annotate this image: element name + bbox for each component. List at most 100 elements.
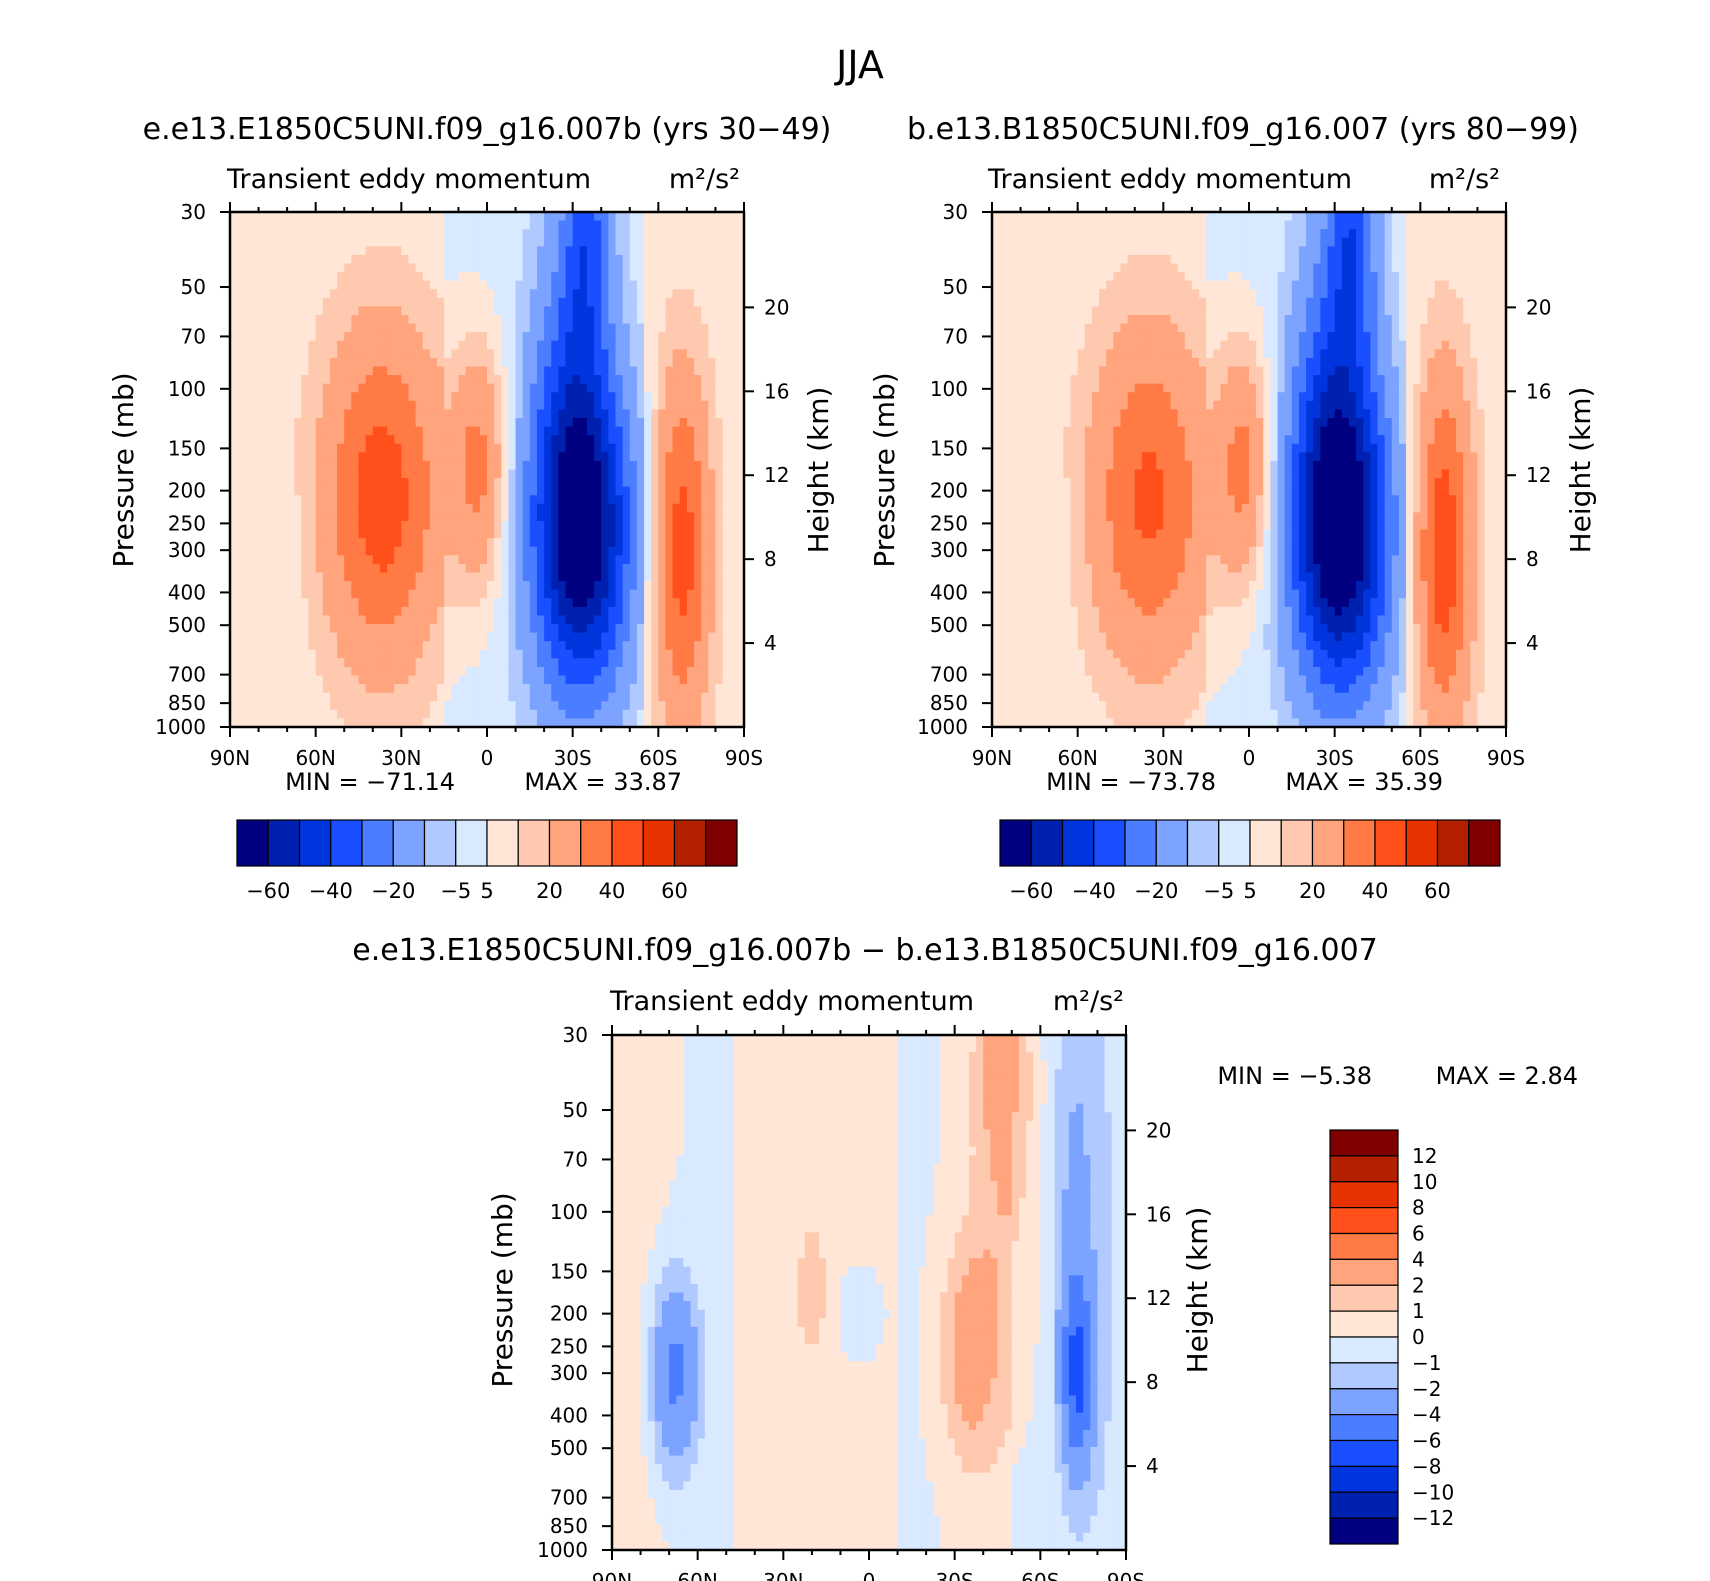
contour-cell — [629, 624, 638, 634]
contour-cell — [601, 606, 609, 617]
contour-cell — [344, 632, 352, 642]
contour-cell — [472, 332, 481, 342]
contour-cell — [651, 615, 659, 625]
contour-cell — [601, 555, 609, 565]
contour-cell — [265, 246, 274, 256]
contour-cell — [265, 701, 274, 711]
contour-cell — [715, 658, 724, 668]
contour-cell — [729, 615, 738, 625]
contour-cell — [1327, 246, 1336, 256]
contour-cell — [644, 246, 652, 256]
contour-cell — [251, 426, 260, 436]
contour-cell — [279, 340, 288, 350]
contour-cell — [679, 692, 688, 702]
contour-cell — [665, 512, 674, 522]
contour-cell — [636, 521, 645, 531]
contour-cell — [394, 349, 402, 359]
contour-cell — [636, 555, 645, 565]
contour-cell — [729, 546, 738, 556]
contour-cell — [401, 332, 410, 342]
contour-cell — [344, 572, 352, 582]
contour-cell — [644, 357, 652, 368]
contour-cell — [344, 426, 352, 436]
contour-cell — [729, 581, 738, 591]
contour-cell — [679, 478, 688, 488]
contour-cell — [515, 598, 524, 608]
contour-cell — [458, 306, 467, 316]
contour-cell — [365, 529, 374, 539]
contour-cell — [344, 340, 352, 350]
contour-cell — [329, 701, 338, 711]
contour-cell — [279, 512, 288, 522]
panel-2-units: m²/s² — [1429, 164, 1500, 195]
contour-cell — [515, 229, 524, 239]
contour-cell — [686, 452, 695, 462]
contour-cell — [308, 246, 317, 256]
contour-cell — [629, 392, 638, 402]
contour-cell — [708, 452, 717, 462]
contour-cell — [272, 701, 281, 711]
contour-cell — [515, 701, 524, 711]
contour-cell — [394, 392, 402, 402]
contour-cell — [1277, 212, 1286, 222]
contour-cell — [472, 555, 481, 565]
contour-cell — [337, 718, 345, 728]
contour-cell — [679, 598, 688, 608]
contour-cell — [344, 555, 352, 565]
contour-cell — [465, 375, 474, 385]
contour-cell — [686, 263, 695, 273]
contour-cell — [344, 306, 352, 316]
contour-cell — [444, 460, 452, 471]
contour-cell — [1106, 254, 1114, 265]
contour-cell — [722, 486, 731, 496]
contour-cell — [465, 272, 474, 282]
contour-cell — [999, 246, 1007, 256]
contour-cell — [701, 718, 709, 728]
contour-cell — [329, 692, 338, 702]
contour-cell — [565, 658, 574, 668]
contour-cell — [694, 315, 702, 325]
contour-cell — [1291, 212, 1300, 222]
contour-cell — [365, 469, 374, 479]
contour-cell — [622, 709, 631, 720]
contour-cell — [544, 443, 552, 453]
contour-cell — [565, 418, 574, 428]
contour-cell — [301, 357, 310, 368]
contour-cell — [658, 357, 667, 368]
contour-cell — [515, 718, 524, 728]
contour-cell — [722, 280, 731, 290]
contour-cell — [579, 340, 588, 350]
contour-cell — [379, 254, 388, 265]
contour-cell — [408, 615, 417, 625]
contour-cell — [465, 452, 474, 462]
contour-cell — [601, 297, 609, 308]
contour-cell — [622, 469, 631, 479]
contour-cell — [636, 538, 645, 548]
contour-cell — [230, 478, 238, 488]
contour-cell — [729, 478, 738, 488]
contour-cell — [465, 546, 474, 556]
contour-cell — [558, 589, 567, 599]
contour-cell — [401, 701, 410, 711]
contour-cell — [365, 254, 374, 265]
contour-cell — [237, 366, 245, 376]
contour-cell — [1206, 237, 1214, 247]
contour-cell — [708, 675, 717, 685]
contour-cell — [301, 220, 310, 230]
contour-cell — [679, 426, 688, 436]
contour-cell — [529, 555, 538, 565]
contour-cell — [437, 632, 445, 642]
contour-cell — [544, 229, 552, 239]
contour-cell — [701, 606, 709, 617]
contour-cell — [551, 392, 559, 402]
contour-cell — [329, 718, 338, 728]
contour-cell — [622, 615, 631, 625]
contour-cell — [522, 581, 531, 591]
contour-cell — [515, 589, 524, 599]
contour-cell — [494, 495, 502, 505]
contour-cell — [529, 229, 538, 239]
contour-cell — [308, 212, 317, 222]
contour-cell — [551, 272, 559, 282]
contour-cell — [394, 598, 402, 608]
contour-cell — [608, 658, 617, 668]
